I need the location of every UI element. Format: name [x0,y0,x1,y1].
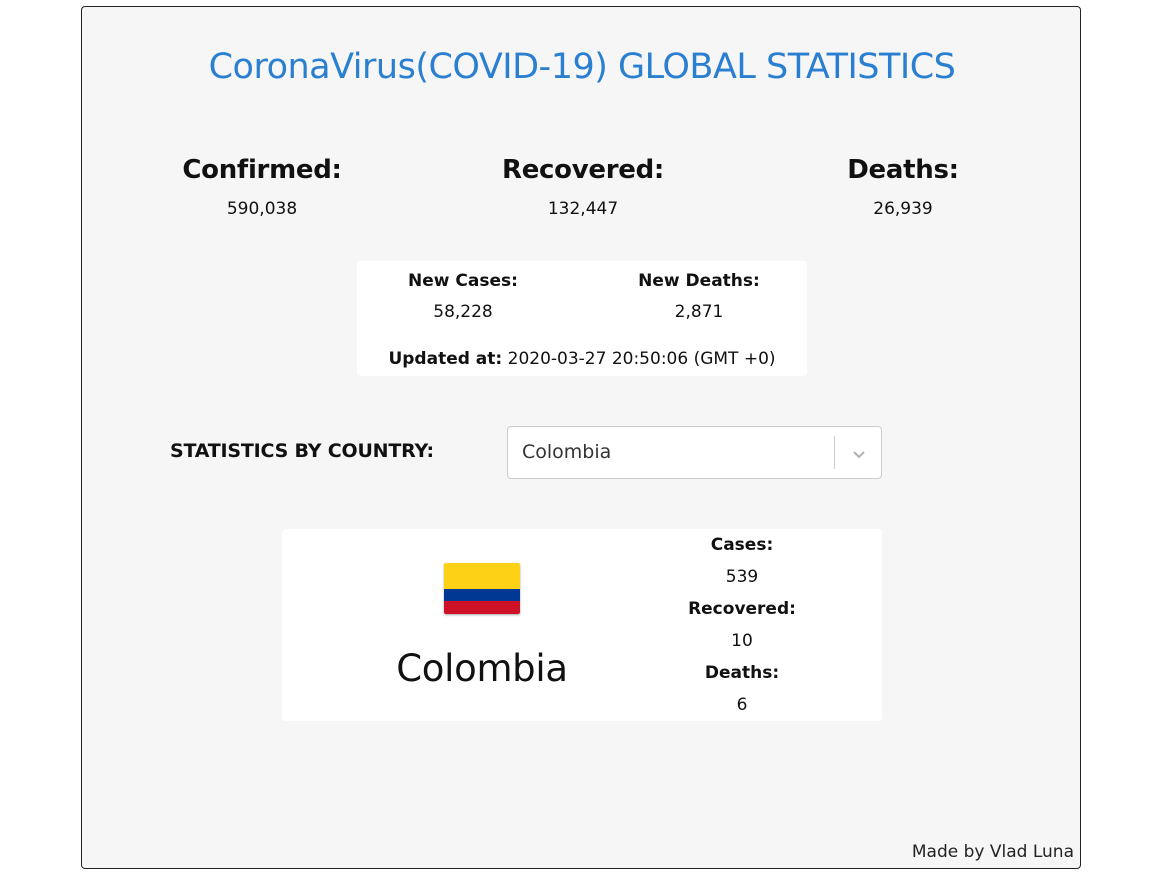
colombia-flag-icon [444,563,520,614]
country-deaths-value: 6 [736,695,748,715]
new-deaths-value: 2,871 [674,302,724,322]
updated-at: Updated at: 2020-03-27 20:50:06 (GMT +0) [357,349,807,369]
country-name: Colombia [396,647,568,690]
statistics-by-country-label: STATISTICS BY COUNTRY: [170,440,434,462]
updated-at-value: 2020-03-27 20:50:06 (GMT +0) [507,349,776,369]
global-deaths-stat: Deaths: 26,939 [783,155,1023,219]
chevron-down-icon[interactable] [851,446,867,459]
global-confirmed-stat: Confirmed: 590,038 [142,155,382,219]
country-stats-list: Cases: 539 Recovered: 10 Deaths: 6 [642,535,842,727]
country-stats-card: Colombia Cases: 539 Recovered: 10 Deaths… [282,529,882,721]
select-separator [834,436,835,469]
country-recovered-label: Recovered: [688,599,796,619]
daily-stats-card: New Cases: 58,228 New Deaths: 2,871 Upda… [357,261,807,376]
updated-at-label: Updated at: [388,349,503,369]
country-recovered-value: 10 [731,631,753,651]
confirmed-value: 590,038 [226,199,298,219]
country-cases-value: 539 [725,567,759,587]
country-select-value[interactable]: Colombia [522,441,612,463]
footer-credit: Made by Vlad Luna [911,842,1074,862]
recovered-value: 132,447 [547,199,619,219]
deaths-label: Deaths: [847,155,959,185]
new-deaths-stat: New Deaths: 2,871 [589,271,809,322]
recovered-label: Recovered: [502,155,664,185]
country-cases-label: Cases: [710,535,774,555]
new-cases-value: 58,228 [433,302,493,322]
country-deaths-label: Deaths: [704,663,780,683]
global-recovered-stat: Recovered: 132,447 [463,155,703,219]
new-cases-stat: New Cases: 58,228 [353,271,573,322]
main-panel: CoronaVirus(COVID-19) GLOBAL STATISTICS … [81,6,1081,869]
page-title: CoronaVirus(COVID-19) GLOBAL STATISTICS [208,47,956,87]
deaths-value: 26,939 [873,199,933,219]
new-cases-label: New Cases: [408,271,518,291]
new-deaths-label: New Deaths: [638,271,760,291]
confirmed-label: Confirmed: [182,155,342,185]
country-select[interactable]: Colombia [507,426,882,479]
